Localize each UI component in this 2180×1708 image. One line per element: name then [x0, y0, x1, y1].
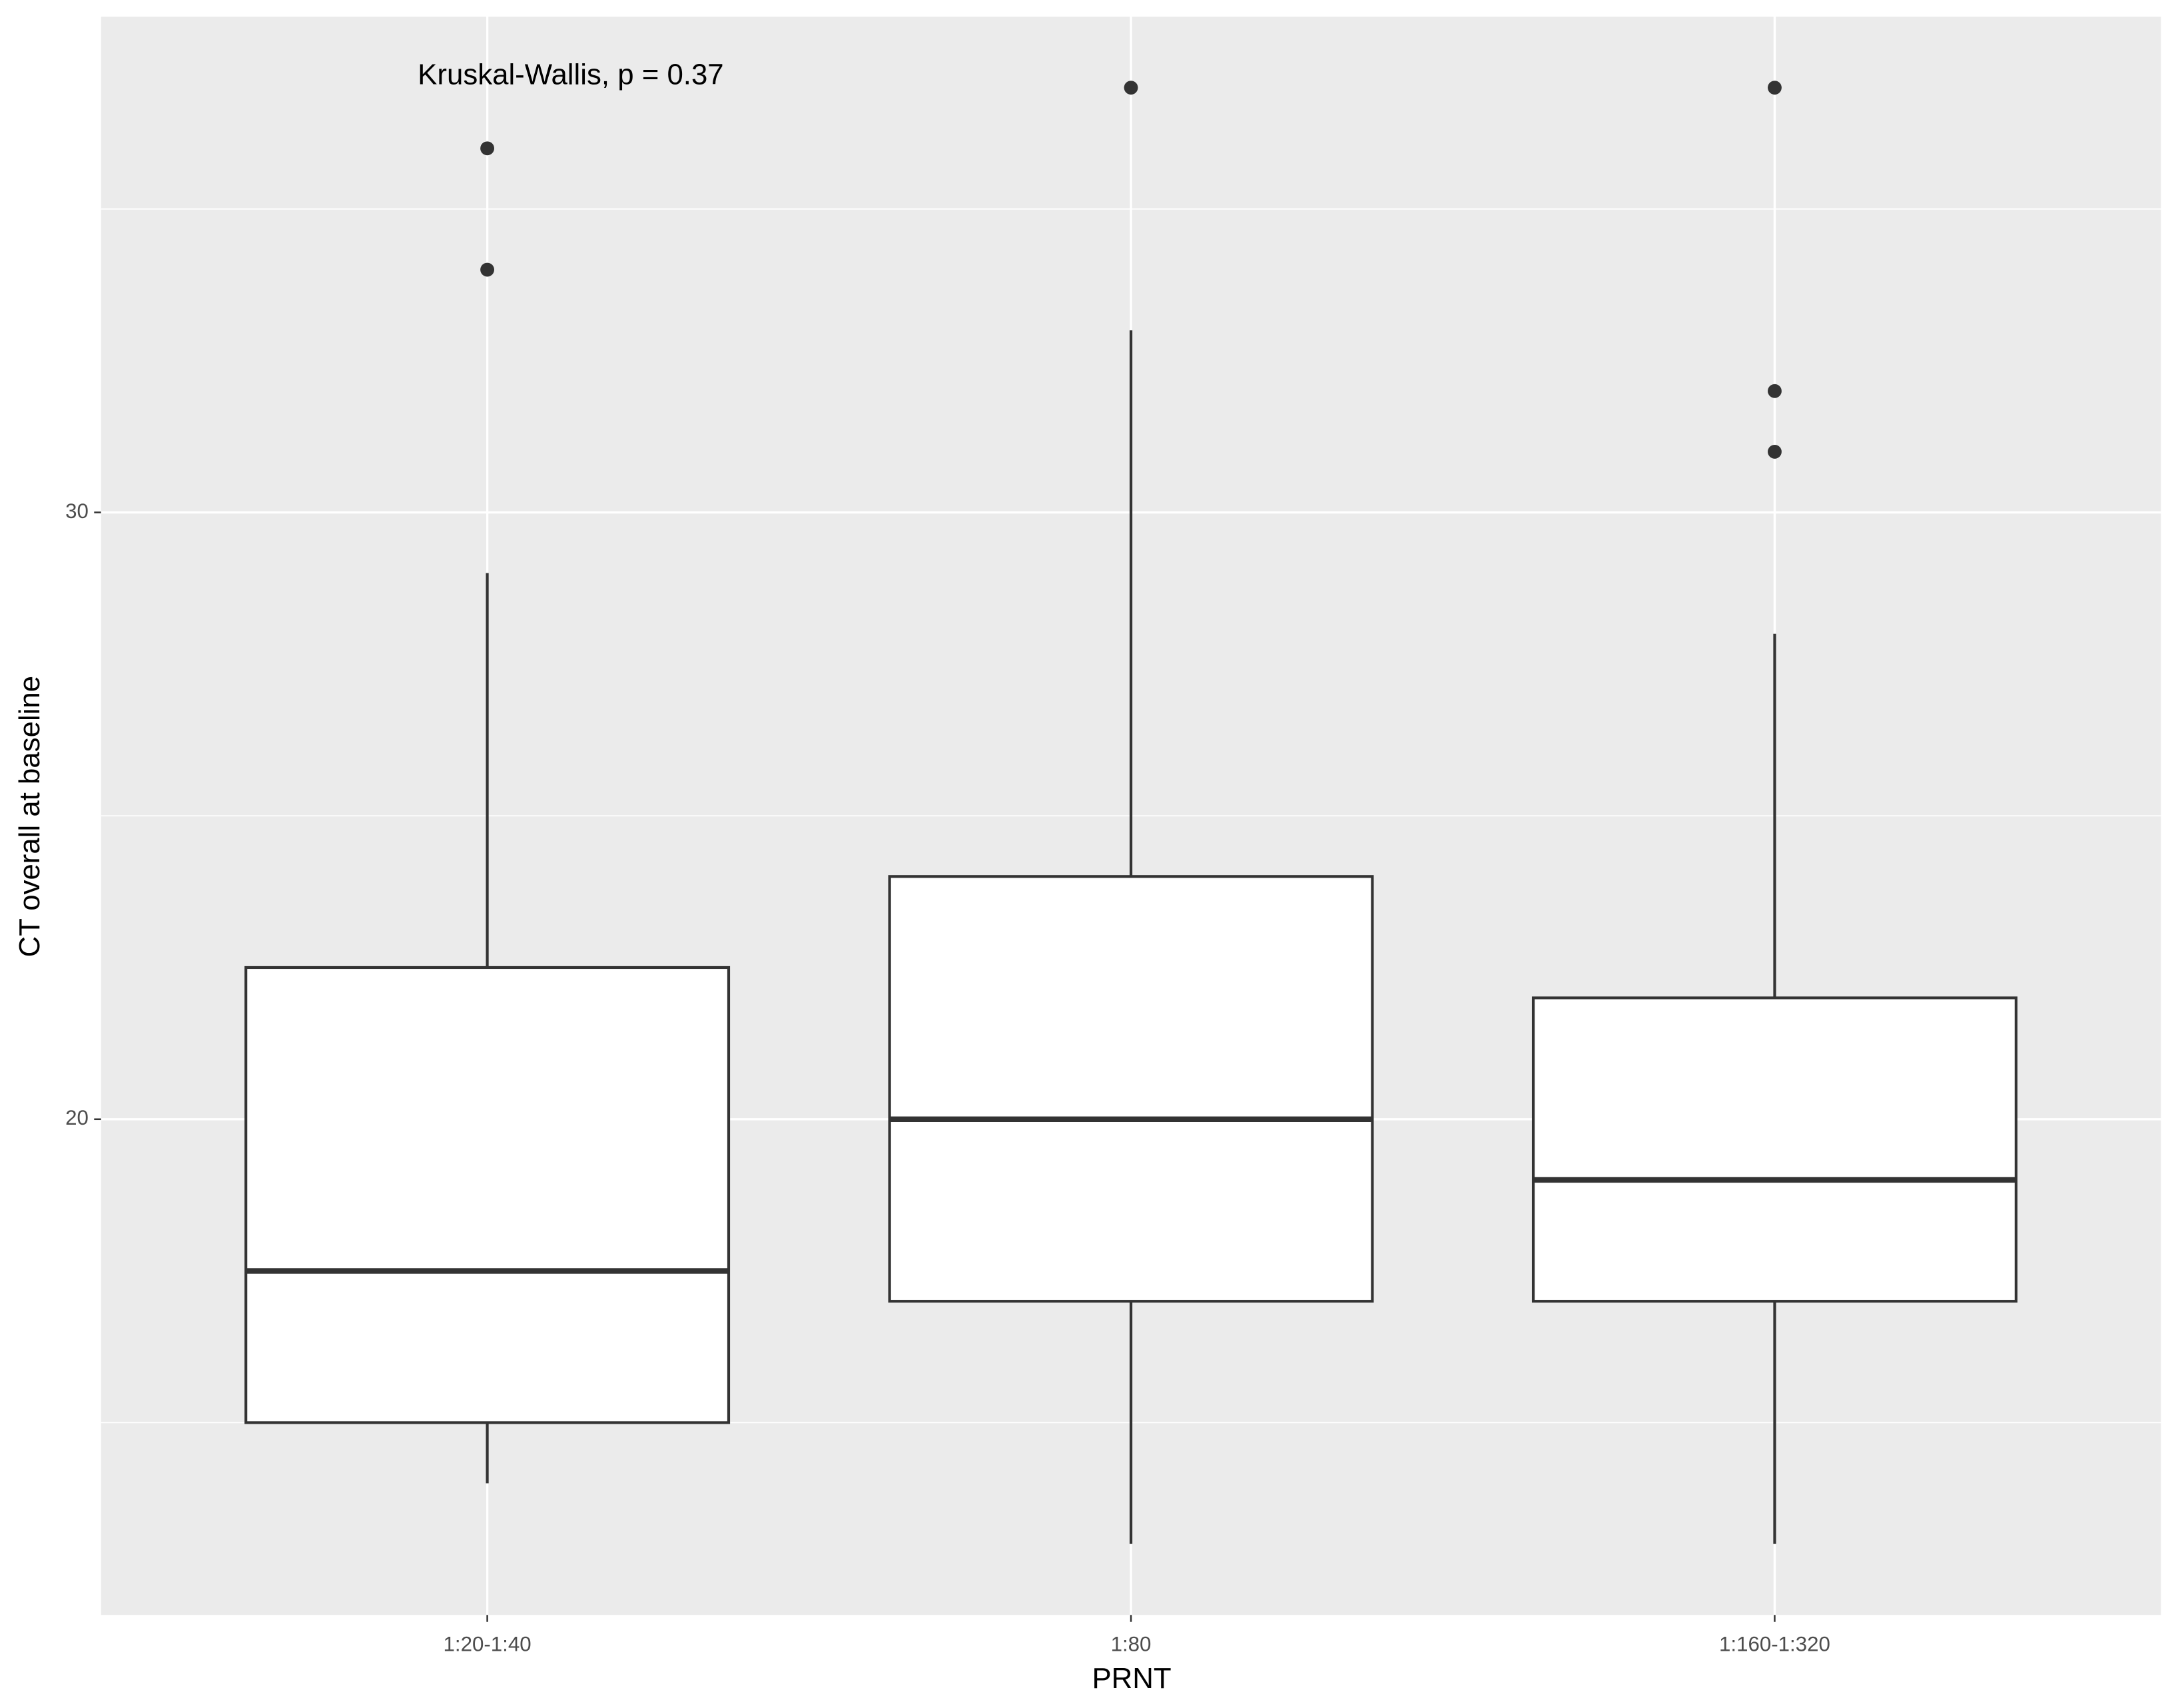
annotation: Kruskal-Wallis, p = 0.37 — [418, 58, 723, 91]
outlier — [480, 262, 495, 277]
outlier — [1124, 81, 1138, 95]
x-tick-label: 1:160-1:320 — [1719, 1632, 1830, 1655]
box — [244, 966, 731, 1424]
marks — [244, 81, 2017, 1544]
y-tick-label: 30 — [65, 499, 89, 523]
x-tick-label: 1:80 — [1111, 1632, 1152, 1655]
box — [1531, 996, 2017, 1303]
y-axis-title: CT overall at baseline — [13, 676, 46, 958]
outlier — [1768, 384, 1782, 398]
outlier — [1768, 81, 1782, 95]
y-tick-label: 20 — [65, 1106, 89, 1129]
x-axis-title: PRNT — [1092, 1662, 1171, 1695]
box — [888, 875, 1374, 1303]
x-tick-label: 1:20-1:40 — [444, 1632, 532, 1655]
outlier — [480, 141, 495, 156]
outlier — [1768, 444, 1782, 459]
